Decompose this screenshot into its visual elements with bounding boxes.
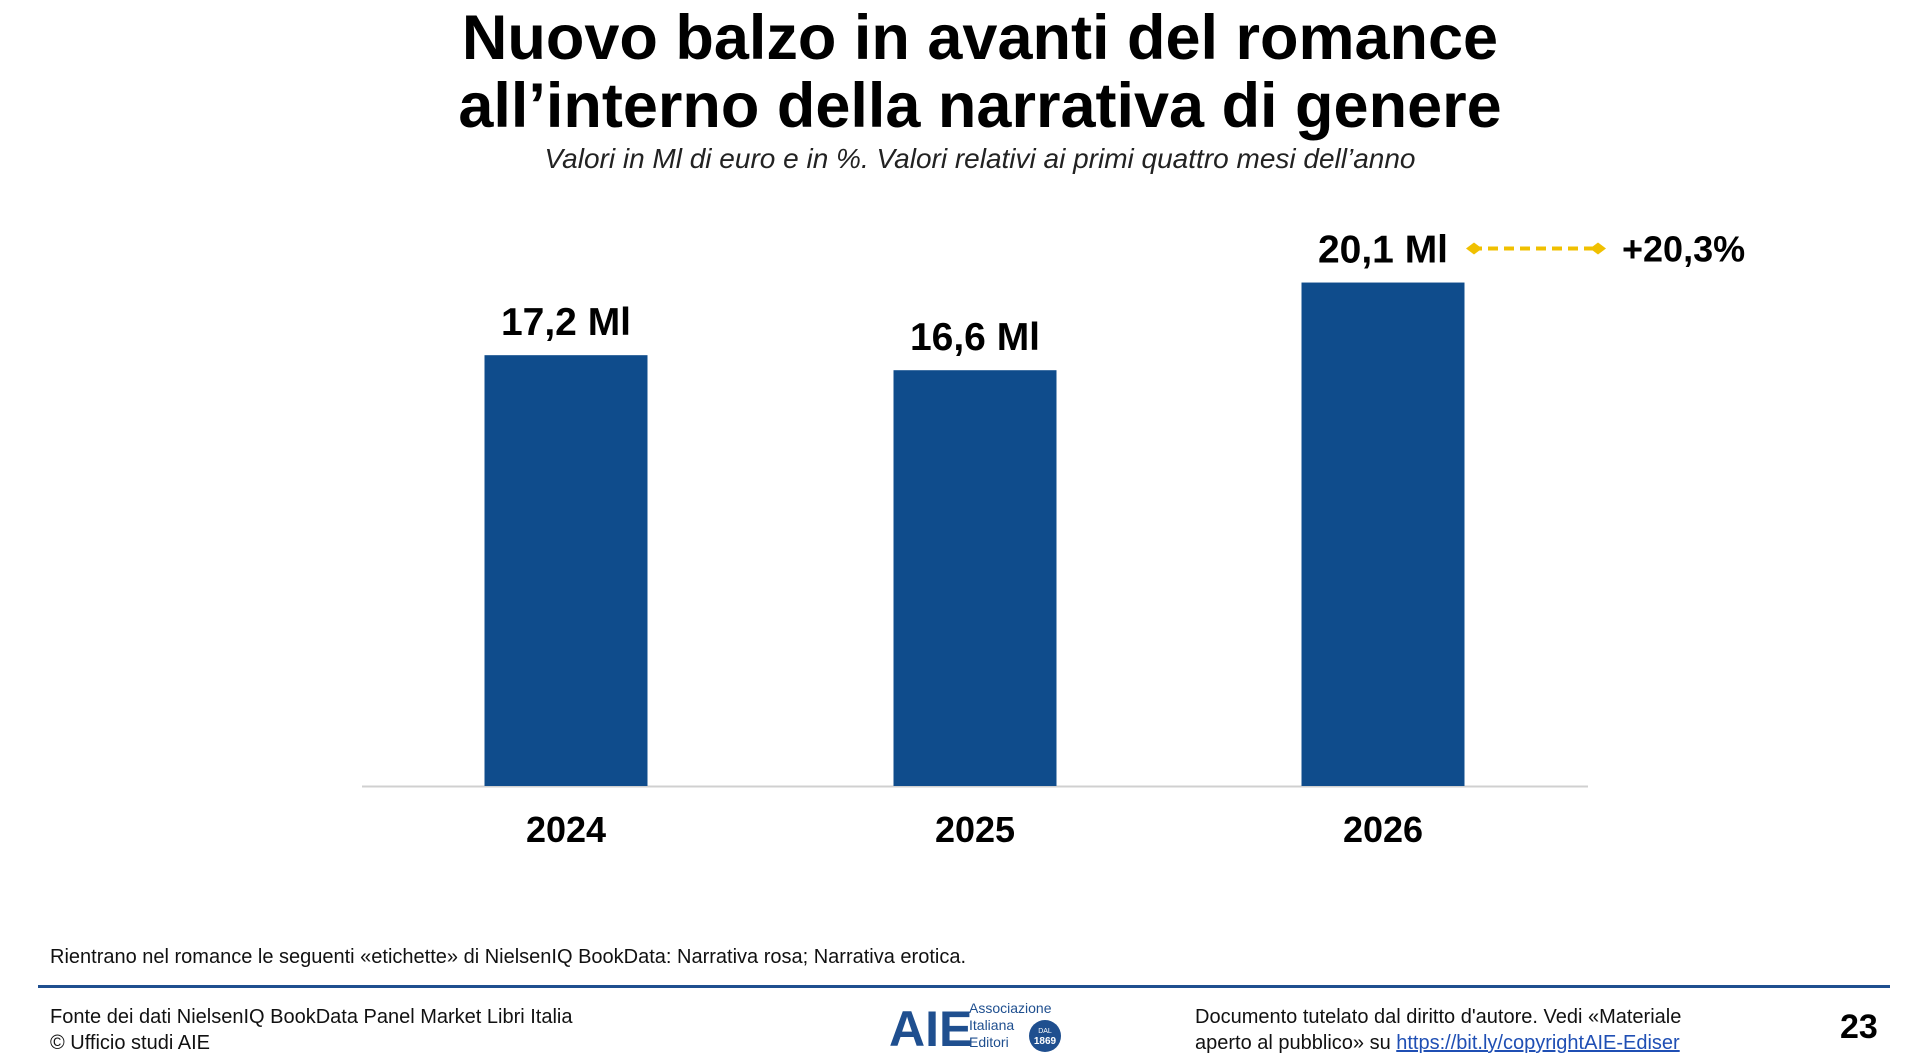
footnote: Rientrano nel romance le seguenti «etich… bbox=[50, 946, 967, 968]
page-number: 23 bbox=[1840, 1008, 1878, 1046]
title-line-1: Nuovo balzo in avanti del romance bbox=[461, 3, 1499, 73]
logo-seal-line-1: DAL bbox=[1038, 1028, 1052, 1035]
copyright-line-2: aperto al pubblico» su https://bit.ly/co… bbox=[1195, 1030, 1681, 1056]
source-line: Fonte dei dati NielsenIQ BookData Panel … bbox=[50, 1006, 573, 1028]
logo-seal-line-2: 1869 bbox=[1034, 1036, 1057, 1047]
copyright-link[interactable]: https://bit.ly/copyrightAIE-Ediser bbox=[1396, 1032, 1680, 1054]
logo-sub-1: Associazione bbox=[969, 1000, 1052, 1016]
copyright-line-1: Documento tutelato dal diritto d'autore.… bbox=[1195, 1006, 1682, 1028]
x-tick-label-2025: 2025 bbox=[935, 809, 1015, 850]
aie-logo: AIE Associazione Italiana Editori DAL 18… bbox=[889, 1000, 1061, 1056]
x-tick-label-2024: 2024 bbox=[526, 809, 606, 850]
chart-subtitle: Valori in Ml di euro e in %. Valori rela… bbox=[544, 143, 1416, 174]
copyright-owner: © Ufficio studi AIE bbox=[50, 1032, 210, 1054]
copyright-notice: Documento tutelato dal diritto d'autore.… bbox=[1195, 1004, 1681, 1056]
source-text: Fonte dei dati NielsenIQ BookData Panel … bbox=[50, 1004, 573, 1056]
data-label-2024: 17,2 Ml bbox=[501, 301, 631, 344]
arrow-head-right-icon bbox=[1590, 242, 1606, 255]
growth-annotation: +20,3% bbox=[1622, 229, 1745, 270]
logo-text: AIE bbox=[889, 1001, 972, 1056]
title-line-2: all’interno della narrativa di genere bbox=[458, 71, 1502, 141]
bar-2024 bbox=[484, 355, 648, 786]
logo-sub-3: Editori bbox=[969, 1034, 1009, 1050]
footer-divider bbox=[38, 985, 1890, 988]
logo-sub-2: Italiana bbox=[969, 1017, 1014, 1033]
data-label-2025: 16,6 Ml bbox=[910, 316, 1040, 359]
bar-2026 bbox=[1301, 282, 1465, 786]
data-label-2026: 20,1 Ml bbox=[1318, 229, 1448, 272]
x-tick-label-2026: 2026 bbox=[1343, 809, 1423, 850]
page-title: Nuovo balzo in avanti del romance all’in… bbox=[0, 4, 1912, 140]
copyright-line-2-text: aperto al pubblico» su bbox=[1195, 1032, 1397, 1054]
logo-seal-icon bbox=[1029, 1020, 1061, 1052]
arrow-head-left-icon bbox=[1466, 242, 1482, 255]
bar-2025 bbox=[893, 370, 1057, 786]
